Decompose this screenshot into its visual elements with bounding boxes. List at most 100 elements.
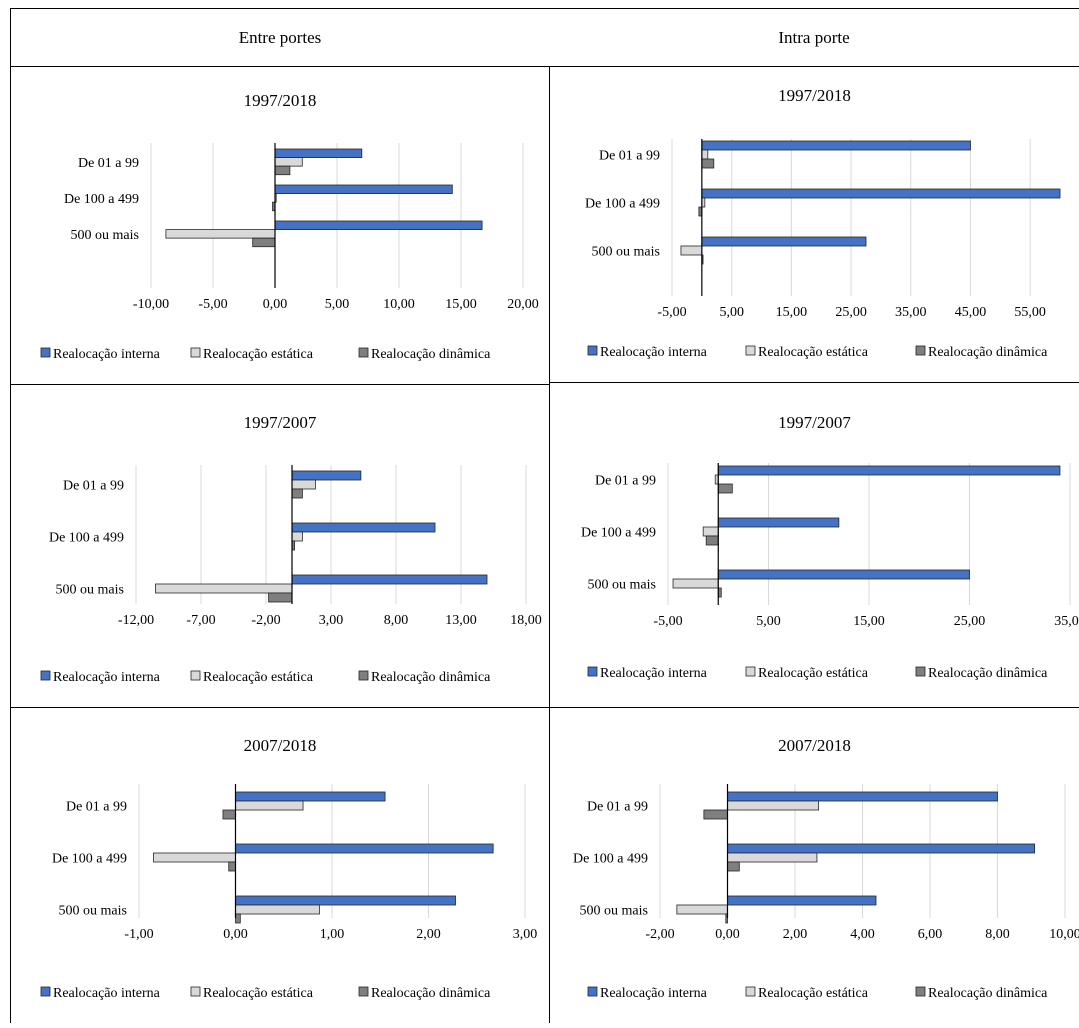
chart-entre-1997-2018: 1997/2018 -10,00 -5,00 0,00 5,00 10,00 15,00 2… <box>11 67 549 384</box>
x-tick-label: 1,00 <box>320 927 345 942</box>
x-tick-label: 15,00 <box>445 297 477 312</box>
bar-realocacao-interna <box>235 843 494 854</box>
bar-realocacao-estatica <box>274 157 303 167</box>
bar-realocacao-estatica <box>235 904 320 915</box>
x-tick-label: -5,00 <box>653 614 682 629</box>
legend-swatch <box>915 986 926 997</box>
bar-realocacao-interna <box>717 517 840 528</box>
legend-swatch <box>40 986 51 997</box>
category-label: 500 ou mais <box>59 904 127 919</box>
x-tick-label: 13,00 <box>445 613 477 628</box>
x-tick-label: 2,00 <box>416 927 441 942</box>
x-tick-label: -2,00 <box>645 927 674 942</box>
x-tick-label: 3,00 <box>319 613 344 628</box>
chart-svg: -2,00 0,00 2,00 4,00 6,00 8,00 10,00 De 01 a 99… <box>573 784 1079 1001</box>
chart-intra-1997-2018: 1997/2018 -5,00 5,00 15,00 25,00 35,00 45,00 5… <box>550 67 1079 382</box>
legend: Realocação interna Realocação estática Rea… <box>40 986 491 1001</box>
x-tick-label: -2,00 <box>251 613 280 628</box>
x-tick-label: 35,00 <box>1054 614 1079 629</box>
legend-label: Realocação interna <box>600 666 708 681</box>
bar-realocacao-estatica <box>165 229 276 239</box>
bar-realocacao-interna <box>235 895 456 906</box>
border-row1-left <box>10 384 550 385</box>
legend-swatch <box>358 347 369 358</box>
bar-realocacao-interna <box>291 574 488 585</box>
bar-realocacao-interna <box>727 791 998 802</box>
bar-realocacao-dinamica <box>252 237 276 248</box>
bar-realocacao-interna <box>727 895 877 906</box>
legend-swatch <box>190 670 201 681</box>
x-tick-label: 3,00 <box>513 927 538 942</box>
legend-swatch <box>358 986 369 997</box>
category-label: De 100 a 499 <box>52 852 127 867</box>
category-label: 500 ou mais <box>580 904 648 919</box>
legend-label: Realocação dinâmica <box>928 666 1048 681</box>
x-tick-label: -1,00 <box>124 927 153 942</box>
category-label: De 100 a 499 <box>573 852 648 867</box>
category-label: 500 ou mais <box>71 228 139 243</box>
category-label: De 100 a 499 <box>585 197 660 212</box>
bar-realocacao-estatica <box>235 800 304 811</box>
legend: Realocação interna Realocação estática Rea… <box>587 666 1048 681</box>
x-tick-label: 5,00 <box>756 614 781 629</box>
legend-swatch <box>358 670 369 681</box>
legend-label: Realocação dinâmica <box>371 670 491 685</box>
bar-realocacao-estatica <box>701 149 709 160</box>
legend-swatch <box>40 347 51 358</box>
border-row2-left <box>10 707 550 708</box>
legend-swatch <box>190 347 201 358</box>
chart-svg: -12,00 -7,00 -2,00 3,00 8,00 13,00 18,00 De 01 … <box>40 465 542 685</box>
chart-svg: -5,00 5,00 15,00 25,00 35,00 De 01 a 99 De 100… <box>581 463 1079 681</box>
x-tick-label: 5,00 <box>325 297 350 312</box>
bar-realocacao-estatica <box>155 583 293 594</box>
bar-realocacao-estatica <box>702 526 719 537</box>
legend-label: Realocação interna <box>600 345 708 360</box>
bar-realocacao-estatica <box>727 852 818 863</box>
legend-label: Realocação estática <box>758 666 869 681</box>
chart-title: 1997/2007 <box>778 413 851 432</box>
bar-realocacao-interna <box>291 522 436 533</box>
x-tick-label: 0,00 <box>263 297 288 312</box>
legend-swatch <box>745 666 756 677</box>
chart-svg: -1,00 0,00 1,00 2,00 3,00 De 01 a 99 De 100 a … <box>40 784 538 1001</box>
category-label: De 100 a 499 <box>581 526 656 541</box>
category-label: 500 ou mais <box>56 583 124 598</box>
legend-label: Realocação interna <box>600 986 708 1001</box>
bar-realocacao-dinamica <box>291 488 303 499</box>
chart-title: 1997/2007 <box>243 413 317 432</box>
bar-realocacao-estatica <box>291 531 303 542</box>
bar-realocacao-estatica <box>291 479 316 490</box>
bar-realocacao-interna <box>274 148 363 158</box>
legend-swatch <box>587 666 598 677</box>
chart-svg: -5,00 5,00 15,00 25,00 35,00 45,00 55,00 De 01 … <box>585 139 1061 360</box>
legend-label: Realocação interna <box>53 986 161 1001</box>
legend: Realocação interna Realocação estática Rea… <box>40 670 491 685</box>
bar-realocacao-dinamica <box>727 861 740 872</box>
bar-realocacao-estatica <box>727 800 820 811</box>
x-tick-label: 25,00 <box>835 305 867 320</box>
legend: Realocação interna Realocação estática Rea… <box>587 986 1048 1001</box>
x-tick-label: -12,00 <box>118 613 154 628</box>
legend-label: Realocação estática <box>203 670 314 685</box>
bar-realocacao-estatica <box>676 904 728 915</box>
legend-label: Realocação dinâmica <box>371 986 491 1001</box>
chart-entre-2007-2018: 2007/2018 -1,00 0,00 1,00 2,00 3,00 De 01 a 9… <box>11 708 549 1023</box>
bar-realocacao-interna <box>274 184 453 194</box>
x-tick-label: 15,00 <box>853 614 885 629</box>
x-tick-label: -10,00 <box>133 297 169 312</box>
bar-realocacao-estatica <box>680 245 703 256</box>
bar-realocacao-dinamica <box>235 913 241 924</box>
x-tick-label: 10,00 <box>1049 927 1079 942</box>
legend-label: Realocação interna <box>53 670 161 685</box>
x-tick-label: 6,00 <box>918 927 943 942</box>
bar-realocacao-dinamica <box>222 809 236 820</box>
border-row1-right <box>549 382 1079 383</box>
chart-entre-1997-2007: 1997/2007 -12,00 -7,00 -2,00 3,00 8,00 13,00 1… <box>11 385 549 707</box>
bar-realocacao-interna <box>727 843 1036 854</box>
bar-realocacao-estatica <box>672 578 719 589</box>
x-tick-label: 8,00 <box>384 613 409 628</box>
bar-realocacao-interna <box>235 791 386 802</box>
x-tick-label: 2,00 <box>783 927 808 942</box>
x-tick-label: 0,00 <box>223 927 248 942</box>
